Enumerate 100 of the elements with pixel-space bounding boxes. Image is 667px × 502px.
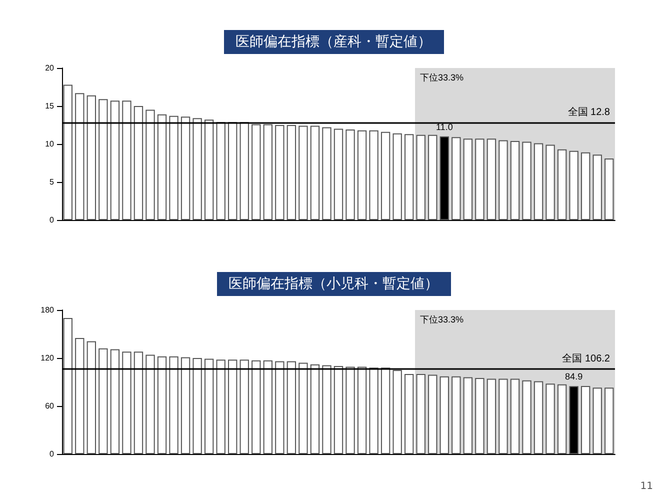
y-tick-label: 0 [50, 216, 55, 224]
bar [98, 99, 108, 220]
bar [428, 374, 438, 454]
bar [216, 122, 226, 220]
text: 11 [640, 481, 653, 492]
bar [557, 384, 567, 454]
bar [475, 138, 484, 220]
bar [452, 137, 461, 220]
bar [580, 386, 590, 454]
y-tick-label: 5 [50, 178, 55, 186]
bar [216, 360, 226, 454]
bar [592, 388, 602, 454]
bar [346, 130, 355, 220]
bar [263, 360, 272, 454]
bar [404, 134, 414, 220]
bar [357, 130, 367, 220]
bar [310, 364, 320, 454]
bar [416, 134, 426, 220]
bar [498, 378, 508, 454]
bar [452, 376, 461, 454]
bar [546, 144, 555, 220]
bar [310, 126, 320, 220]
bar [428, 134, 438, 220]
y-tick-label: 20 [45, 64, 55, 72]
bar [122, 100, 132, 220]
y-tick-label: 180 [40, 306, 55, 314]
bar [298, 362, 308, 454]
bar [392, 370, 402, 454]
bar [369, 130, 378, 220]
bar [157, 114, 167, 220]
bar [592, 154, 602, 220]
bar [157, 356, 167, 454]
bar [369, 368, 378, 454]
chart-title: 医師偏在指標（小児科・暫定値） [216, 272, 450, 296]
bar [275, 125, 284, 220]
bar [134, 106, 144, 220]
bar [334, 128, 344, 220]
bar [463, 377, 473, 454]
bar [357, 366, 367, 454]
y-tick-label: 0 [50, 450, 55, 458]
y-tick-label: 15 [45, 102, 55, 110]
bar [146, 110, 155, 220]
bar [180, 357, 190, 454]
bar [463, 138, 473, 220]
data-label: 11.0 [436, 122, 453, 132]
ref-line-label: 全国 106.2 [562, 352, 610, 365]
bar [204, 120, 214, 220]
bar [228, 360, 238, 454]
bar [486, 378, 496, 454]
bar [475, 378, 484, 454]
y-tick-label: 120 [40, 354, 55, 362]
bar [416, 374, 426, 454]
bar [63, 84, 72, 220]
bar [110, 100, 120, 220]
bar [604, 158, 614, 220]
data-label: 84.9 [565, 372, 583, 382]
bar [404, 374, 414, 454]
bar [122, 352, 132, 454]
bar [557, 149, 567, 220]
bar [263, 124, 272, 220]
bar [286, 125, 296, 220]
y-tick-label: 60 [45, 402, 55, 410]
annotation: 下位33.3% [420, 314, 464, 324]
bar [346, 366, 355, 454]
bar [252, 360, 261, 454]
bar [498, 140, 508, 220]
bar [510, 140, 520, 220]
bar [86, 95, 96, 220]
bar [392, 133, 402, 220]
bar [569, 150, 578, 220]
bar [322, 365, 332, 454]
bar [240, 360, 249, 454]
y-tick-label: 10 [45, 140, 55, 148]
bar [604, 388, 614, 454]
chart-title: 医師偏在指標（産科・暫定値） [224, 30, 444, 54]
bar [380, 132, 390, 220]
bar [534, 381, 544, 454]
bar [110, 349, 120, 454]
bar [252, 124, 261, 220]
annotation: 下位33.3% [420, 72, 464, 82]
bar [134, 352, 144, 454]
bar [522, 380, 532, 454]
bar [534, 143, 544, 220]
bar [486, 138, 496, 220]
bar [204, 358, 214, 454]
bar [510, 378, 520, 454]
bar [240, 122, 249, 220]
bar [86, 341, 96, 454]
bar [63, 318, 72, 454]
bar [440, 376, 449, 454]
bar [146, 354, 155, 454]
bar [75, 93, 84, 220]
bar [334, 366, 344, 454]
bar [192, 118, 202, 220]
bar [169, 116, 178, 220]
bar [180, 116, 190, 220]
ref-line-label: 全国 12.8 [568, 106, 610, 118]
bar [546, 384, 555, 454]
bar [169, 356, 178, 454]
bar [192, 358, 202, 454]
